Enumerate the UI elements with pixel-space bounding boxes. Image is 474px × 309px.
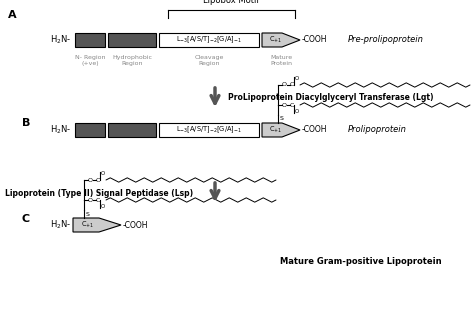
Text: -COOH: -COOH	[302, 125, 328, 134]
Text: L$_{-3}$[A/S/T]$_{-2}$[G/A]$_{-1}$: L$_{-3}$[A/S/T]$_{-2}$[G/A]$_{-1}$	[176, 125, 242, 135]
Text: C: C	[290, 83, 294, 87]
Text: O: O	[295, 76, 299, 81]
Text: O: O	[88, 197, 93, 202]
Text: Hydrophobic
Region: Hydrophobic Region	[112, 55, 152, 66]
Text: O: O	[282, 83, 287, 87]
Text: O: O	[282, 103, 287, 108]
Text: C: C	[96, 197, 100, 202]
Bar	[75, 33, 105, 47]
Text: O: O	[101, 171, 105, 176]
Bar	[75, 123, 105, 137]
Bar	[108, 33, 156, 47]
Text: C: C	[96, 177, 100, 183]
Text: -COOH: -COOH	[302, 36, 328, 44]
Text: Mature
Protein: Mature Protein	[270, 55, 292, 66]
Text: O: O	[101, 204, 105, 209]
Text: S: S	[86, 211, 90, 217]
Bar	[159, 33, 259, 47]
Text: H$_2$N-: H$_2$N-	[50, 34, 71, 46]
Text: -COOH: -COOH	[123, 221, 148, 230]
Text: S: S	[280, 116, 284, 121]
Text: O: O	[295, 109, 299, 114]
Text: H$_2$N-: H$_2$N-	[50, 124, 71, 136]
Polygon shape	[262, 123, 300, 137]
Bar	[108, 123, 156, 137]
Text: Lipobox Motif: Lipobox Motif	[203, 0, 260, 5]
Text: Pre-prolipoprotein: Pre-prolipoprotein	[348, 36, 424, 44]
Text: B: B	[22, 118, 30, 128]
Text: Prolipoprotein: Prolipoprotein	[348, 125, 407, 134]
Bar	[159, 123, 259, 137]
Text: L$_{-3}$[A/S/T]$_{-2}$[G/A]$_{-1}$: L$_{-3}$[A/S/T]$_{-2}$[G/A]$_{-1}$	[176, 35, 242, 45]
Text: C$_{+1}$: C$_{+1}$	[82, 220, 95, 230]
Text: C$_{+1}$: C$_{+1}$	[269, 35, 283, 45]
Text: ProLipoprotein Diacylglyceryl Transferase (Lgt): ProLipoprotein Diacylglyceryl Transferas…	[228, 94, 434, 103]
Text: O: O	[88, 177, 93, 183]
Text: C: C	[22, 214, 30, 224]
Polygon shape	[73, 218, 121, 232]
Text: H$_2$N-: H$_2$N-	[50, 219, 71, 231]
Text: Mature Gram-positive Lipoprotein: Mature Gram-positive Lipoprotein	[280, 257, 442, 266]
Text: Cleavage
Region: Cleavage Region	[194, 55, 224, 66]
Text: Lipoprotein (Type II) Signal Peptidase (Lsp): Lipoprotein (Type II) Signal Peptidase (…	[5, 189, 193, 198]
Text: C$_{+1}$: C$_{+1}$	[269, 125, 283, 135]
Polygon shape	[262, 33, 300, 47]
Text: C: C	[290, 103, 294, 108]
Text: A: A	[8, 10, 17, 20]
Text: N- Region
(+ve): N- Region (+ve)	[75, 55, 105, 66]
